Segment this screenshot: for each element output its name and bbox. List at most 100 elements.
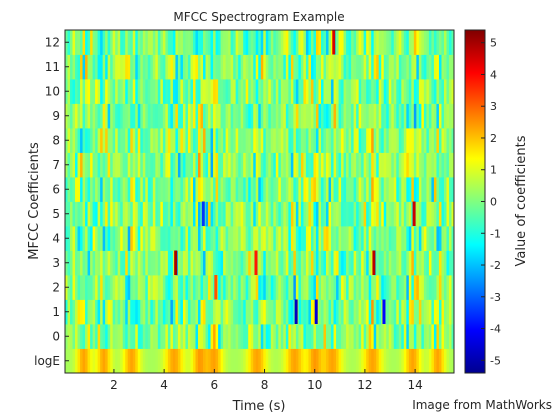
heatmap-cell <box>190 177 194 202</box>
heatmap-cell <box>398 348 402 374</box>
heatmap-cell <box>213 324 216 349</box>
heatmap-cell <box>278 324 282 349</box>
heatmap-cell <box>255 177 259 202</box>
heatmap-cell <box>172 152 176 178</box>
heatmap-cell <box>331 299 334 325</box>
heatmap-cell <box>75 79 78 104</box>
heatmap-cell <box>112 152 116 178</box>
heatmap-cell <box>200 128 204 153</box>
heatmap-cell <box>225 128 229 153</box>
heatmap-cell <box>135 299 139 325</box>
heatmap-cell <box>172 348 176 374</box>
heatmap-cell <box>290 226 294 251</box>
heatmap-cell <box>243 103 247 129</box>
heatmap-cell <box>152 54 156 80</box>
heatmap-cell <box>305 79 309 104</box>
heatmap-cell <box>416 348 420 374</box>
heatmap-cell <box>386 275 390 300</box>
heatmap-cell <box>155 128 159 153</box>
heatmap-cell <box>245 103 249 129</box>
heatmap-cell <box>175 152 179 178</box>
heatmap-cell <box>265 79 269 104</box>
heatmap-cell <box>441 79 445 104</box>
heatmap-cell <box>300 152 304 178</box>
heatmap-cell <box>192 152 196 178</box>
heatmap-cell <box>448 201 452 227</box>
heatmap-cell <box>363 250 367 276</box>
heatmap-cell <box>172 275 176 300</box>
heatmap-cell <box>253 30 257 55</box>
heatmap-cell <box>95 177 99 202</box>
heatmap-cell <box>167 152 171 178</box>
heatmap-cell <box>436 54 440 80</box>
heatmap-cell <box>253 324 257 349</box>
heatmap-cell <box>423 79 427 104</box>
heatmap-cell <box>378 226 382 251</box>
heatmap-cell <box>75 324 78 349</box>
heatmap-cell <box>205 201 209 227</box>
heatmap-cell <box>90 250 94 276</box>
heatmap-cell <box>77 250 81 276</box>
heatmap-cell <box>416 201 420 227</box>
heatmap-cell <box>288 250 292 276</box>
heatmap-cell <box>356 54 360 80</box>
heatmap-cell <box>92 250 96 276</box>
heatmap-cell <box>338 128 342 153</box>
heatmap-cell <box>305 103 309 129</box>
heatmap-cell <box>248 128 252 153</box>
heatmap-cell <box>328 30 332 55</box>
heatmap-cell <box>120 152 124 178</box>
heatmap-cell <box>436 299 440 325</box>
heatmap-cell <box>228 54 232 80</box>
heatmap-cell <box>260 348 264 374</box>
heatmap-cell <box>358 54 362 80</box>
heatmap-cell <box>300 348 304 374</box>
heatmap-cell <box>102 201 106 227</box>
heatmap-cell <box>381 128 385 153</box>
heatmap-cell <box>341 54 344 80</box>
heatmap-cell <box>210 250 214 276</box>
heatmap-cell <box>140 30 144 55</box>
heatmap-cell <box>117 299 121 325</box>
heatmap-cell <box>187 324 191 349</box>
heatmap-cell <box>361 30 365 55</box>
heatmap-cell <box>386 54 390 80</box>
heatmap-cell <box>265 324 269 349</box>
heatmap-cell <box>318 152 322 178</box>
heatmap-cell <box>170 348 174 374</box>
heatmap-cell <box>290 30 294 55</box>
heatmap-cell <box>431 177 435 202</box>
heatmap-cell <box>305 299 309 325</box>
heatmap-cell <box>308 275 312 300</box>
heatmap-cell <box>308 30 312 55</box>
heatmap-cell <box>260 103 264 129</box>
heatmap-cell <box>203 299 206 325</box>
heatmap-cell <box>315 152 319 178</box>
heatmap-cell <box>416 177 420 202</box>
heatmap-cell <box>431 324 435 349</box>
heatmap-cell <box>331 250 334 276</box>
heatmap-cell <box>208 275 211 300</box>
heatmap-cell <box>127 30 131 55</box>
heatmap-cell <box>421 103 425 129</box>
heatmap-cell <box>243 324 247 349</box>
heatmap-cell <box>285 30 289 55</box>
heatmap-cell <box>160 299 164 325</box>
heatmap-cell <box>270 275 274 300</box>
heatmap-cell <box>431 30 435 55</box>
heatmap-cell <box>243 348 247 374</box>
heatmap-cell <box>140 324 144 349</box>
heatmap-cell <box>343 299 347 325</box>
heatmap-cell <box>203 54 206 80</box>
heatmap-cell <box>162 128 166 153</box>
heatmap-cell <box>443 250 447 276</box>
heatmap-cell <box>398 30 402 55</box>
heatmap-cell <box>283 201 287 227</box>
heatmap-cell <box>363 79 367 104</box>
heatmap-cell <box>366 54 370 80</box>
heatmap-cell <box>298 299 302 325</box>
heatmap-cell <box>72 79 76 104</box>
heatmap-cell <box>348 79 352 104</box>
heatmap-cell <box>336 177 339 202</box>
heatmap-cell <box>220 250 224 276</box>
